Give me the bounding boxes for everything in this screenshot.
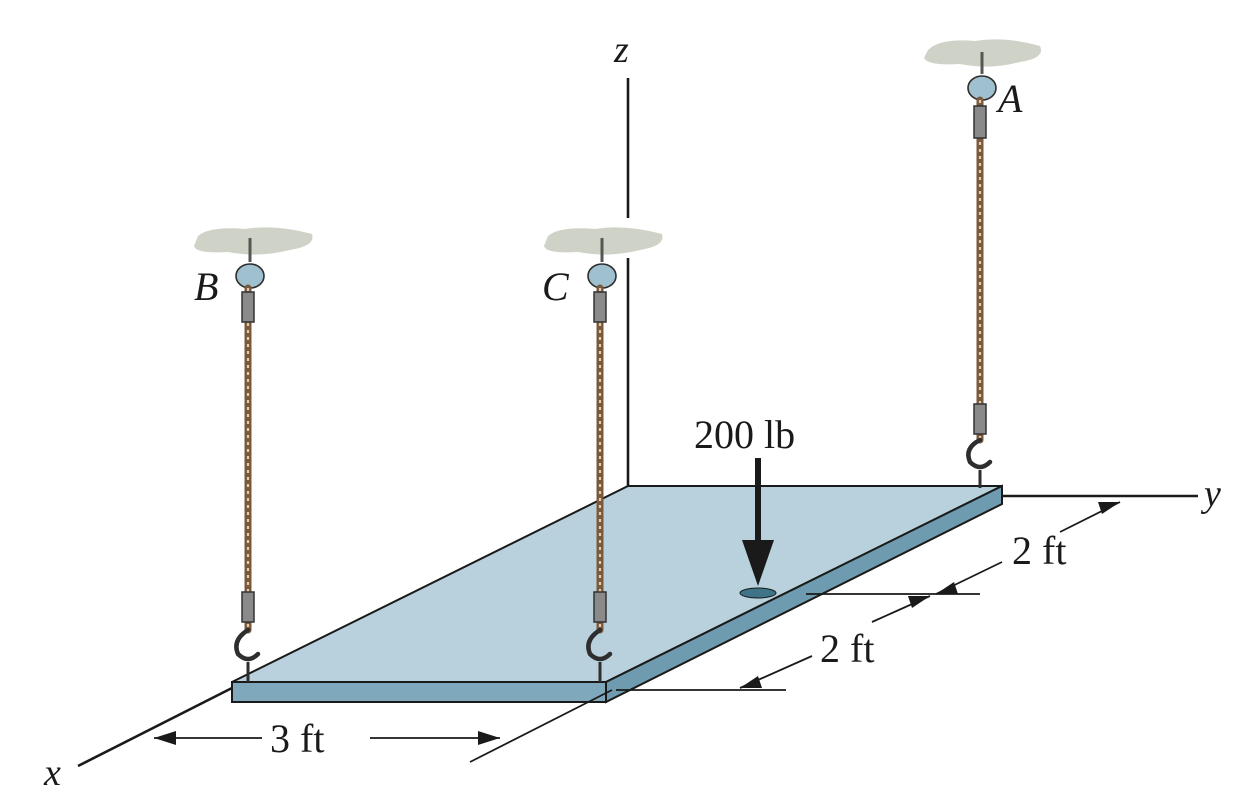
ceiling-b bbox=[194, 227, 313, 255]
dimension-2ft-far-label: 2 ft bbox=[1012, 528, 1066, 573]
dimension-2ft-near-label: 2 ft bbox=[820, 626, 874, 671]
cable-b bbox=[234, 238, 265, 682]
hook-b bbox=[234, 627, 261, 662]
load-label: 200 lb bbox=[694, 412, 795, 457]
dimension-2ft-far bbox=[935, 495, 1128, 595]
load-arrow bbox=[742, 458, 774, 586]
cable-c bbox=[586, 238, 617, 682]
x-axis-label: x bbox=[43, 752, 61, 794]
z-axis-label: z bbox=[613, 29, 629, 71]
ferrule-a-top bbox=[973, 105, 987, 139]
hook-c bbox=[586, 627, 613, 662]
x-axis-line bbox=[77, 686, 233, 768]
ferrule-a-bottom bbox=[973, 403, 987, 435]
eye-bolt-b bbox=[235, 263, 265, 289]
cable-a bbox=[966, 52, 997, 488]
ferrule-c-top bbox=[593, 291, 607, 323]
ceiling-supports bbox=[194, 39, 1042, 255]
point-b-label: B bbox=[194, 264, 218, 309]
load-point-marker bbox=[739, 587, 777, 599]
plate-front-edge bbox=[231, 681, 607, 703]
ferrule-c-bottom bbox=[593, 591, 607, 623]
dimension-3ft-label: 3 ft bbox=[270, 716, 324, 761]
hook-a bbox=[966, 437, 993, 470]
plate-top-surface bbox=[231, 485, 1003, 683]
dimension-3ft bbox=[154, 689, 613, 763]
point-c-label: C bbox=[542, 264, 570, 309]
eye-bolt-c bbox=[587, 263, 617, 289]
plate-side-edge bbox=[605, 484, 1003, 704]
ferrule-b-top bbox=[241, 291, 255, 323]
point-a-label: A bbox=[995, 76, 1023, 121]
ferrule-b-bottom bbox=[241, 591, 255, 623]
eye-bolt-a bbox=[967, 75, 997, 101]
y-axis-label: y bbox=[1200, 473, 1221, 515]
plate bbox=[231, 484, 1003, 704]
